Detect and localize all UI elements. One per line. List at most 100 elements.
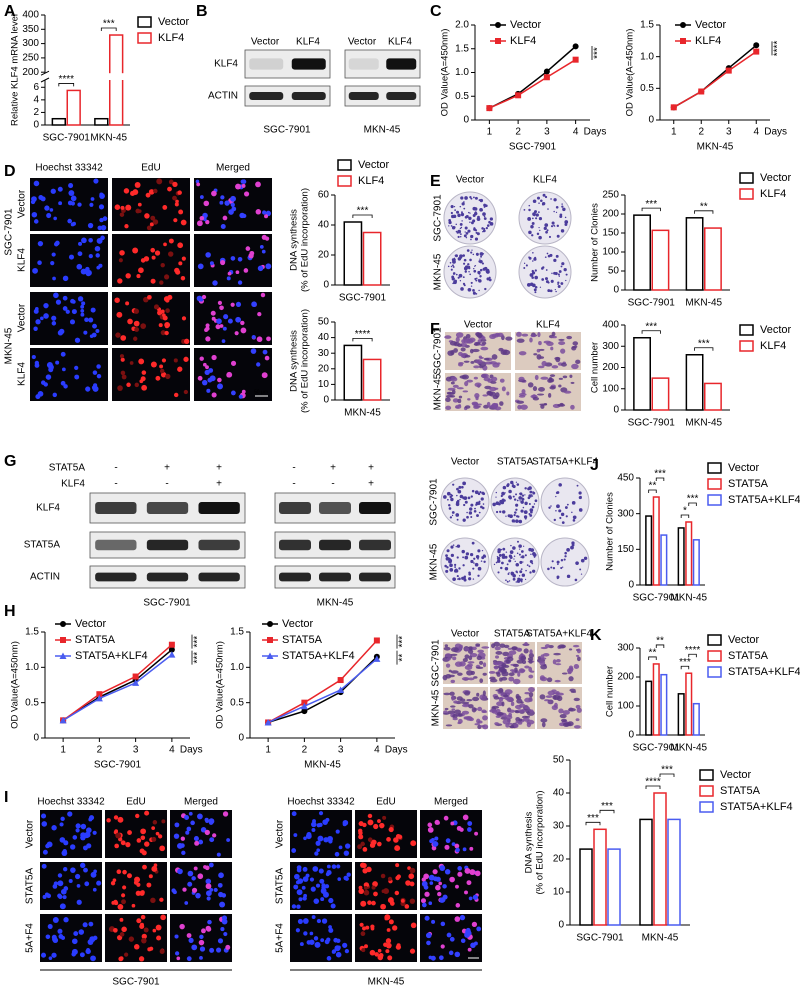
sign: -: [165, 479, 168, 490]
stained-cell: [504, 714, 513, 720]
band: [146, 572, 189, 582]
colony: [495, 496, 497, 498]
colony: [497, 559, 501, 563]
x-unit: Days: [584, 127, 607, 138]
stained-cell: [473, 676, 478, 679]
colony: [534, 499, 538, 503]
colony: [502, 510, 506, 514]
colony: [462, 254, 466, 257]
legend-swatch: [699, 801, 714, 813]
nucleus: [88, 253, 93, 259]
nucleus: [149, 222, 154, 227]
nucleus: [75, 823, 81, 829]
nucleus: [230, 195, 237, 202]
nucleus: [396, 943, 401, 948]
nucleus: [119, 917, 124, 922]
band: [146, 502, 189, 514]
nucleus: [226, 373, 231, 378]
x-tick-label: MKN-45: [344, 408, 381, 419]
colony: [449, 568, 454, 572]
colony: [555, 211, 558, 213]
stained-cell: [461, 676, 470, 681]
nucleus: [310, 886, 316, 892]
colony: [478, 500, 481, 503]
stained-cell: [517, 404, 522, 410]
nucleus: [165, 373, 171, 380]
colony: [472, 291, 476, 295]
nucleus: [142, 864, 147, 870]
colony: [550, 505, 552, 507]
panel-letter: J: [590, 457, 599, 474]
stained-cell: [505, 659, 511, 664]
colony: [521, 494, 525, 497]
y-tick-label: 1.5: [455, 43, 469, 54]
nucleus: [85, 948, 91, 955]
y-tick-label: 30: [553, 821, 565, 832]
colony: [448, 507, 452, 510]
stained-cell: [513, 723, 519, 728]
row-label: Vector: [17, 189, 28, 218]
y-tick-label: 200: [602, 362, 619, 373]
colony: [544, 256, 547, 258]
y-tick-label: 40: [553, 788, 565, 799]
nucleus: [464, 932, 470, 938]
nucleus: [193, 836, 199, 842]
colony: [556, 560, 560, 564]
column-label: STAT5A+KLF4: [526, 629, 592, 640]
nucleus: [382, 815, 387, 820]
sign: -: [331, 479, 334, 490]
colony: [562, 207, 566, 212]
colony: [566, 503, 569, 506]
stained-cell: [524, 665, 530, 669]
colony: [566, 547, 570, 552]
stained-cell: [477, 649, 485, 654]
nucleus: [431, 919, 436, 924]
nucleus: [367, 819, 374, 826]
colony: [532, 283, 536, 288]
stained-cell: [491, 710, 498, 714]
colony: [456, 210, 460, 214]
nucleus: [80, 312, 85, 317]
colony: [450, 553, 454, 558]
nucleus: [331, 864, 337, 869]
colony: [520, 580, 523, 583]
nucleus: [125, 841, 131, 848]
colony: [479, 268, 483, 272]
legend-label: Vector: [695, 19, 727, 31]
stained-cell: [521, 333, 529, 337]
marker: [59, 716, 67, 724]
bar: [639, 818, 653, 926]
stained-cell: [512, 663, 519, 668]
nucleus: [181, 850, 186, 856]
nucleus: [139, 922, 144, 927]
nucleus: [175, 269, 181, 275]
nucleus: [440, 921, 446, 927]
colony: [479, 198, 484, 203]
stained-cell: [516, 400, 525, 404]
colony: [452, 544, 455, 546]
colony: [557, 281, 560, 284]
nucleus: [445, 838, 451, 844]
stained-cell: [516, 659, 524, 664]
colony: [447, 265, 450, 268]
micrograph: [194, 292, 272, 345]
stained-cell: [457, 713, 463, 717]
x-unit: Days: [180, 745, 203, 756]
stained-cell: [508, 676, 515, 682]
nucleus: [359, 922, 364, 927]
colony: [474, 237, 478, 241]
channel-label: Merged: [216, 163, 250, 174]
stained-cell: [502, 349, 511, 356]
stained-cell: [481, 709, 487, 713]
nucleus: [427, 822, 433, 828]
nucleus: [371, 839, 377, 845]
colony: [492, 502, 496, 507]
stained-cell: [523, 717, 530, 722]
legend-label: Vector: [760, 172, 792, 184]
nucleus: [223, 931, 228, 937]
colony: [534, 275, 538, 280]
nucleus: [119, 932, 125, 937]
colony: [478, 272, 481, 275]
nucleus: [387, 955, 393, 961]
stained-cell: [450, 705, 456, 708]
